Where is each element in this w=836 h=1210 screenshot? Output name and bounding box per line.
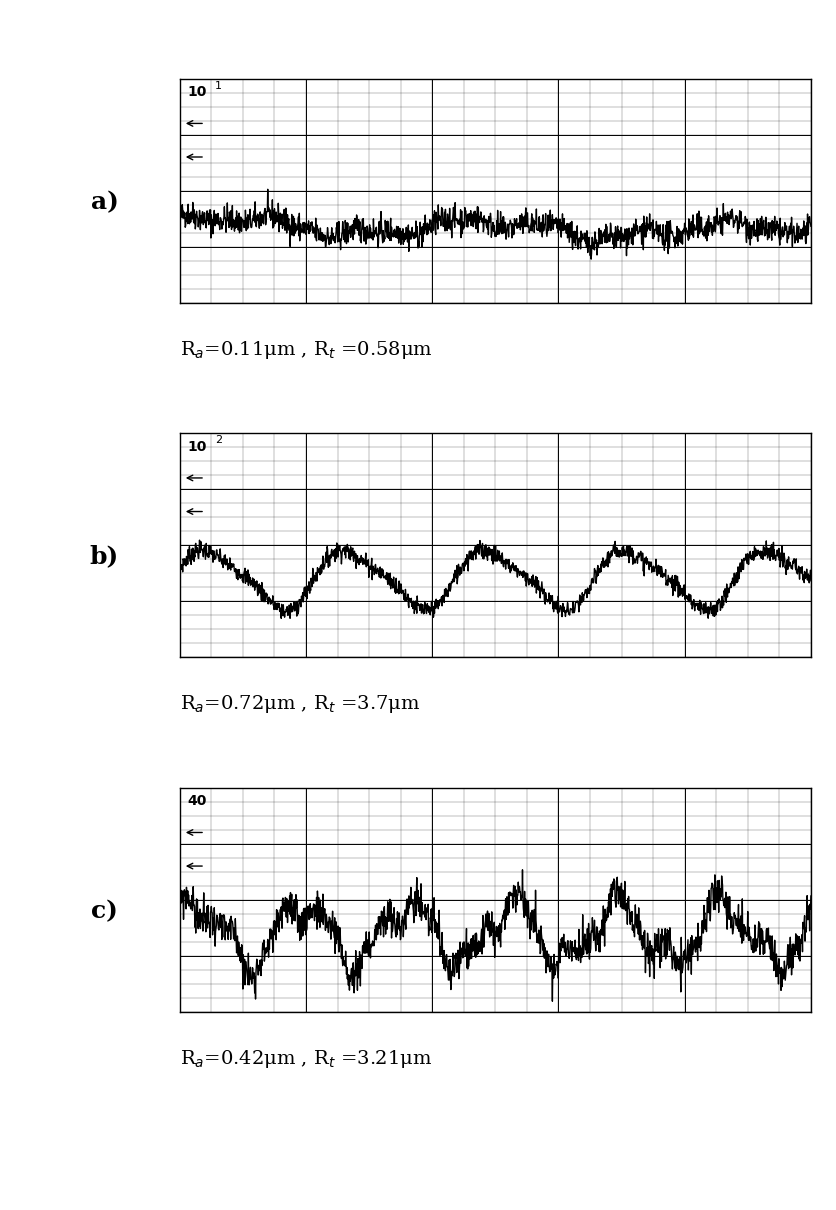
Text: 10: 10	[187, 86, 206, 99]
Text: 1: 1	[215, 81, 222, 91]
Text: 2: 2	[215, 436, 222, 445]
Text: c): c)	[91, 899, 118, 923]
Text: R$_a$=0.11μm , R$_t$ =0.58μm: R$_a$=0.11μm , R$_t$ =0.58μm	[180, 339, 432, 361]
Text: a): a)	[90, 190, 119, 214]
Text: R$_a$=0.42μm , R$_t$ =3.21μm: R$_a$=0.42μm , R$_t$ =3.21μm	[180, 1048, 432, 1070]
Text: b): b)	[90, 544, 119, 569]
Text: 10: 10	[187, 440, 206, 454]
Text: 40: 40	[187, 795, 206, 808]
Text: R$_a$=0.72μm , R$_t$ =3.7μm: R$_a$=0.72μm , R$_t$ =3.7μm	[180, 693, 420, 715]
